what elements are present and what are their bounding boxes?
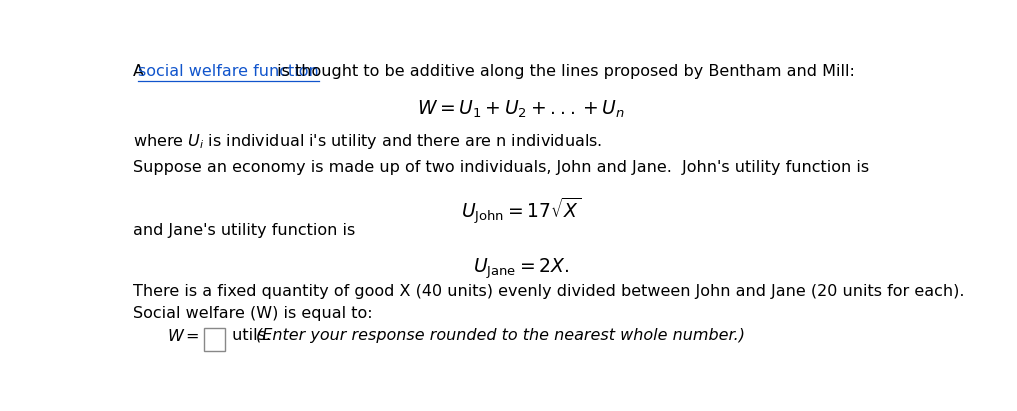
FancyBboxPatch shape — [203, 328, 225, 351]
Text: $W =$: $W =$ — [167, 328, 199, 344]
Text: where $U_i$ is individual i's utility and there are n individuals.: where $U_i$ is individual i's utility an… — [133, 132, 603, 150]
Text: $U_{\mathrm{Jane}} = 2X.$: $U_{\mathrm{Jane}} = 2X.$ — [473, 256, 570, 281]
Text: utils.: utils. — [227, 328, 282, 343]
Text: Suppose an economy is made up of two individuals, John and Jane.  John's utility: Suppose an economy is made up of two ind… — [133, 160, 870, 175]
Text: $U_{\mathrm{John}} = 17\sqrt{X}$: $U_{\mathrm{John}} = 17\sqrt{X}$ — [461, 195, 582, 226]
Text: $W = U_1 + U_2 + ... + U_n$: $W = U_1 + U_2 + ... + U_n$ — [417, 98, 625, 120]
Text: social welfare function: social welfare function — [137, 64, 318, 79]
Text: and Jane's utility function is: and Jane's utility function is — [133, 223, 356, 238]
Text: (Enter your response rounded to the nearest whole number.): (Enter your response rounded to the near… — [256, 328, 745, 343]
Text: is thought to be additive along the lines proposed by Bentham and Mill:: is thought to be additive along the line… — [273, 64, 855, 79]
Text: A: A — [133, 64, 149, 79]
Text: Social welfare (W) is equal to:: Social welfare (W) is equal to: — [133, 306, 373, 321]
Text: There is a fixed quantity of good X (40 units) evenly divided between John and J: There is a fixed quantity of good X (40 … — [133, 284, 965, 299]
